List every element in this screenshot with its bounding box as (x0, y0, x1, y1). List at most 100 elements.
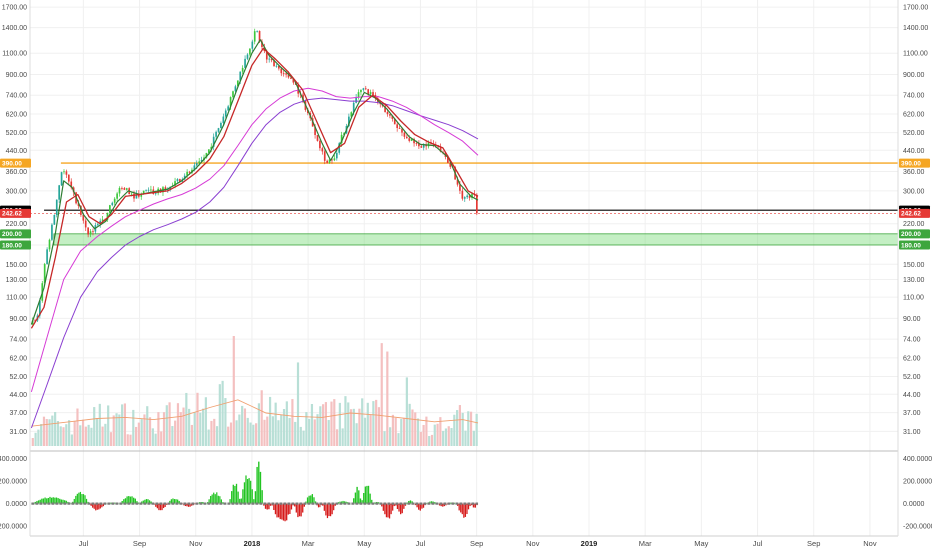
volume-bar (107, 405, 110, 446)
support-bottom-badge-bg (0, 240, 31, 250)
volume-bar (263, 419, 266, 446)
volume-bar (422, 424, 425, 446)
y-tick-label-left: 31.00 (9, 429, 27, 436)
candle-body (456, 179, 459, 185)
y-tick-label-left: 740.00 (6, 93, 28, 100)
candle-body (220, 122, 222, 129)
candle-body (227, 106, 230, 111)
support-bottom-badge: 180.00 (2, 242, 22, 249)
x-tick-label: Jul (753, 539, 763, 548)
candle-body (239, 71, 242, 81)
osc-tick-label-left: 0.0000 (6, 501, 28, 508)
volume-bar (268, 396, 272, 446)
candle-body (273, 60, 275, 67)
osc-bar-negative (419, 503, 421, 511)
volume-bar (310, 403, 314, 446)
osc-bar-positive (235, 483, 238, 504)
osc-bar-negative (399, 503, 402, 515)
y-tick-label-left: 150.00 (6, 262, 28, 269)
x-tick-label: Mar (302, 539, 315, 548)
candle-body (118, 188, 121, 194)
osc-bar-positive (231, 491, 233, 504)
osc-bar-positive (150, 501, 152, 504)
volume-bar (375, 399, 378, 446)
osc-bar-negative (401, 503, 403, 514)
y-tick-label-right: 44.00 (903, 392, 921, 399)
osc-bar-negative (384, 503, 386, 515)
y-tick-label-right: 360.00 (903, 169, 925, 176)
y-tick-label-left: 62.00 (9, 355, 27, 362)
volume-bar (199, 412, 202, 446)
osc-bar-positive (311, 494, 314, 504)
osc-bar-positive (232, 484, 234, 504)
volume-bar (45, 419, 48, 446)
candle-body (70, 181, 73, 188)
ma-magenta-line (30, 87, 479, 393)
x-tick-label: May (694, 539, 708, 548)
osc-bar-negative (186, 503, 188, 507)
osc-bar-positive (136, 501, 138, 504)
y-tick-label-right: 130.00 (903, 277, 925, 284)
osc-bar-positive (364, 486, 366, 504)
osc-bar-positive (430, 501, 433, 504)
volume-bar (383, 431, 386, 446)
candle-body (290, 77, 292, 79)
y-tick-label-left: 52.00 (9, 374, 27, 381)
candle-body (338, 143, 341, 153)
osc-bar-negative (443, 503, 446, 507)
candle-body (367, 89, 370, 95)
candle-body (415, 143, 418, 145)
y-tick-label-left: 1700.00 (2, 5, 27, 12)
osc-bar-positive (310, 495, 312, 504)
volume-bar (444, 428, 448, 446)
osc-bar-negative (282, 503, 285, 521)
support-top-badge-bg (899, 229, 930, 239)
osc-bar-negative (184, 503, 187, 507)
support-zone-layer (53, 233, 899, 246)
y-tick-label-right: 52.00 (903, 374, 921, 381)
candle-body (147, 189, 150, 191)
volume-bar (302, 430, 305, 446)
volume-bar (352, 408, 355, 446)
candle-body (463, 197, 466, 199)
volume-bar (62, 427, 65, 446)
volume-bar (308, 418, 311, 446)
candle-body (53, 214, 56, 225)
volume-bar (51, 415, 54, 446)
candle-body (135, 193, 138, 199)
osc-bar-positive (248, 478, 250, 504)
osc-bar-positive (57, 498, 59, 504)
candle-body (328, 159, 331, 163)
osc-bar-positive (208, 499, 210, 504)
y-tick-label-right: 110.00 (903, 295, 924, 302)
volume-bar (467, 411, 470, 446)
volume-bar (246, 417, 249, 446)
osc-bar-positive (34, 501, 36, 504)
volume-bar (224, 398, 227, 446)
volume-bar (347, 402, 350, 446)
osc-bar-negative (319, 503, 321, 508)
osc-bar-negative (264, 503, 267, 509)
volume-bar (196, 392, 199, 446)
volume-bar (182, 407, 185, 446)
candle-body (65, 171, 68, 175)
candle-body (449, 162, 452, 167)
osc-bar-negative (418, 503, 420, 510)
osc-bar-negative (273, 503, 275, 510)
candle-body (362, 88, 365, 90)
osc-bar-positive (49, 496, 51, 504)
candle-body (256, 30, 258, 32)
volume-bar (277, 420, 280, 446)
osc-bar-positive (356, 486, 358, 504)
volume-bar (389, 427, 392, 446)
volume-bar (458, 405, 461, 446)
volume-bar (255, 423, 258, 446)
candle-body (48, 239, 51, 250)
candle-body (224, 110, 227, 117)
volume-bar (129, 434, 132, 446)
volume-bar (386, 351, 389, 446)
osc-bar-positive (216, 492, 218, 504)
volume-bar (176, 403, 180, 446)
candle-body (261, 41, 263, 47)
